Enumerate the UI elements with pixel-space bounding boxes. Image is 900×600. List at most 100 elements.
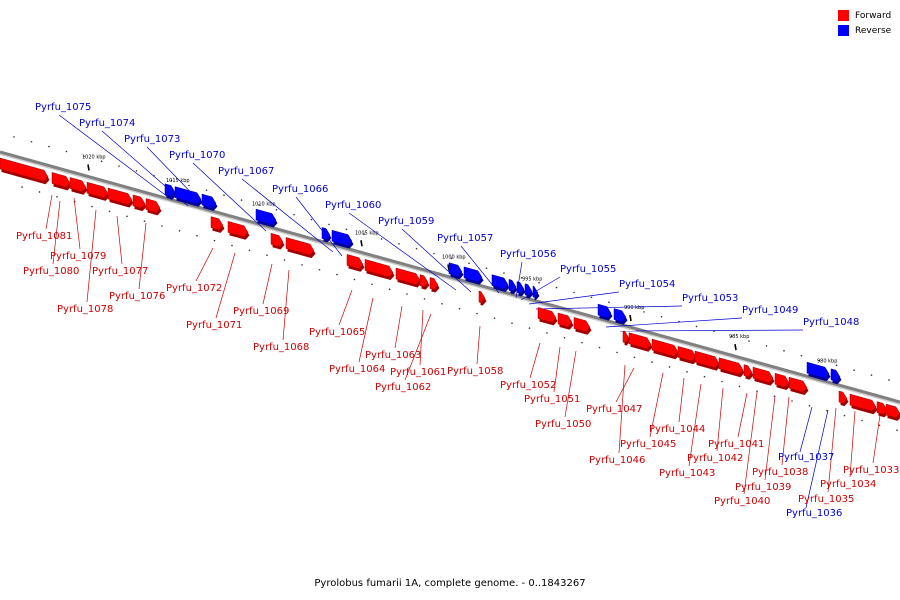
guide-dot [783, 349, 785, 352]
guide-dot [616, 351, 618, 354]
guide-dot [135, 170, 138, 172]
guide-dot [100, 160, 103, 162]
leader-line [737, 392, 748, 438]
tick-label: 980 kbp [817, 359, 837, 365]
leader-line [348, 212, 457, 291]
leader-line [781, 396, 790, 466]
reverse-gene-6 [448, 262, 464, 280]
forward-gene-26 [743, 364, 754, 380]
leader-line [394, 305, 403, 349]
label-pyrfu_1038: Pyrfu_1038 [752, 467, 808, 478]
label-pyrfu_1051: Pyrfu_1051 [524, 394, 580, 405]
forward-gene-19 [573, 317, 592, 335]
leader-line [52, 200, 61, 265]
label-pyrfu_1072: Pyrfu_1072 [166, 283, 222, 294]
forward-gene-4 [107, 187, 134, 208]
reverse-gene-11 [524, 283, 534, 299]
forward-swatch-icon [838, 10, 849, 21]
leader-line [618, 364, 626, 454]
guide-dot [555, 286, 558, 289]
label-pyrfu_1074: Pyrfu_1074 [79, 118, 135, 129]
guide-dot [721, 380, 723, 383]
reverse-gene-7 [463, 266, 484, 285]
guide-dot [738, 385, 741, 388]
forward-gene-21 [628, 332, 653, 352]
leader-line [849, 410, 856, 478]
forward-gene-24 [694, 350, 721, 371]
guide-dot [223, 194, 225, 197]
guide-dot [485, 267, 488, 269]
label-pyrfu_1054: Pyrfu_1054 [619, 279, 675, 290]
leader-line [192, 162, 267, 232]
forward-gene-16 [478, 290, 487, 306]
guide-dot [21, 186, 23, 188]
leader-line [116, 215, 123, 265]
guide-dot [573, 291, 575, 294]
leader-line [138, 222, 147, 290]
label-pyrfu_1045: Pyrfu_1045 [620, 439, 676, 450]
guide-dot [318, 268, 321, 271]
forward-gene-11 [346, 254, 365, 272]
guide-dot [878, 424, 881, 427]
forward-gene-13 [395, 267, 422, 288]
guide-dot [441, 302, 443, 305]
guide-dot [511, 322, 513, 325]
label-pyrfu_1075: Pyrfu_1075 [35, 102, 91, 113]
tick-label: 995 kbp [522, 277, 542, 283]
guide-dot [756, 390, 758, 393]
guide-dot [83, 155, 85, 158]
guide-dot [503, 272, 505, 274]
guide-dot [205, 189, 208, 192]
guide-dot [283, 259, 286, 261]
label-pyrfu_1058: Pyrfu_1058 [447, 366, 503, 377]
forward-gene-18 [557, 312, 574, 330]
axis-shadow [0, 153, 900, 405]
label-pyrfu_1059: Pyrfu_1059 [378, 216, 434, 227]
label-pyrfu_1078: Pyrfu_1078 [57, 304, 113, 315]
forward-gene-28 [774, 372, 791, 391]
guide-dot [818, 359, 820, 362]
reverse-gene-1 [174, 186, 203, 207]
tick-label: 1000 kbp [442, 254, 466, 260]
guide-dot [363, 233, 365, 235]
tick-label: 1015 kbp [166, 178, 190, 184]
legend-reverse-label: Reverse [855, 25, 892, 36]
guide-dot [188, 184, 190, 187]
forward-gene-14 [419, 274, 430, 290]
guide-dot [118, 165, 120, 167]
guide-dot [380, 238, 383, 240]
guide-dot [328, 223, 330, 226]
guide-dot [30, 140, 33, 143]
tick-label: 1010 kbp [252, 202, 276, 208]
guide-dot [528, 327, 531, 329]
label-pyrfu_1070: Pyrfu_1070 [169, 150, 225, 161]
guide-dot [48, 145, 50, 148]
forward-gene-12 [364, 259, 395, 281]
tick-label: 985 kbp [729, 334, 749, 340]
forward-gene-31 [849, 393, 878, 415]
guide-dot [843, 414, 846, 417]
guide-dot [713, 330, 715, 333]
guide-dot [546, 332, 548, 334]
guide-dot [668, 366, 671, 368]
label-pyrfu_1073: Pyrfu_1073 [124, 134, 180, 145]
guide-dot [660, 315, 663, 318]
guide-dot [686, 371, 688, 373]
guide-dot [598, 346, 601, 349]
label-pyrfu_1034: Pyrfu_1034 [820, 479, 876, 490]
leader-line [678, 377, 685, 423]
guide-dot [371, 283, 373, 286]
leader-line [649, 372, 664, 438]
guide-dot [703, 375, 706, 378]
reverse-swatch-icon [838, 25, 849, 36]
guide-dot [765, 345, 768, 347]
label-pyrfu_1053: Pyrfu_1053 [682, 293, 738, 304]
reverse-gene-16 [830, 368, 842, 385]
leader-line [535, 305, 683, 310]
reverse-gene-8 [491, 274, 510, 292]
guide-dot [240, 199, 243, 201]
guide-dot [423, 298, 426, 300]
forward-gene-10 [285, 237, 316, 259]
leader-line [528, 291, 620, 305]
